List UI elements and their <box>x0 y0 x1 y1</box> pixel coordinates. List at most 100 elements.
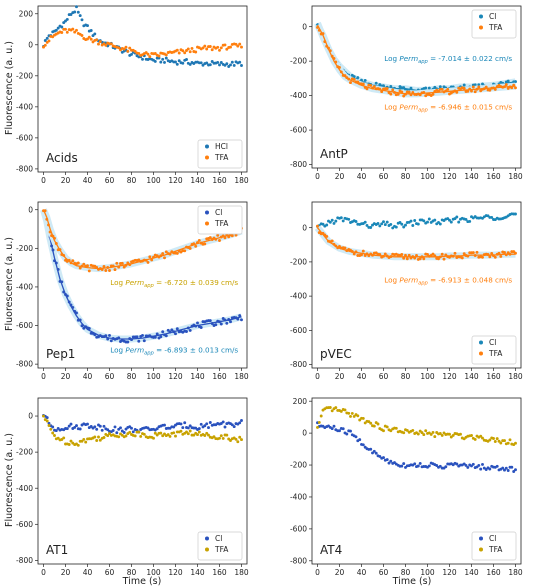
data-point <box>106 337 110 341</box>
data-point <box>148 255 152 259</box>
y-tick-label: -600 <box>16 321 33 330</box>
data-point <box>133 434 137 438</box>
data-point <box>418 461 422 465</box>
panel-antp: 0 20 40 60 80 100 120 140 160 180 -800 -600 -400 -200… <box>290 5 523 181</box>
data-point <box>203 424 207 428</box>
data-point <box>488 438 492 442</box>
x-tick-label: 20 <box>61 568 71 577</box>
data-point <box>339 70 343 74</box>
x-tick-label: 0 <box>315 172 320 181</box>
legend-box <box>197 205 243 235</box>
series-tfa <box>314 224 517 261</box>
data-point <box>495 464 499 468</box>
x-tick-label: 180 <box>508 372 523 381</box>
data-point <box>67 300 71 304</box>
data-point <box>413 462 417 466</box>
x-tick-label: 180 <box>234 176 249 185</box>
data-point <box>482 87 486 91</box>
data-point <box>194 244 198 248</box>
data-point <box>221 234 225 238</box>
data-point <box>188 246 192 250</box>
legend-label: TFA <box>488 545 503 554</box>
data-point <box>240 318 243 322</box>
data-point <box>137 430 141 434</box>
y-tick-label: 0 <box>28 412 33 421</box>
data-point <box>124 427 128 431</box>
x-tick-label: 120 <box>168 176 183 185</box>
data-point <box>137 339 141 343</box>
x-tick-label: 80 <box>127 372 137 381</box>
data-point <box>411 224 415 227</box>
data-point <box>199 326 203 329</box>
y-tick-label: -200 <box>16 71 33 80</box>
data-point <box>185 330 188 333</box>
data-point <box>236 440 240 444</box>
legend-marker <box>479 351 483 356</box>
data-point <box>86 24 89 28</box>
data-point <box>506 441 510 445</box>
data-point <box>514 468 517 472</box>
y-tick-label: -200 <box>290 57 307 66</box>
data-point <box>422 433 426 437</box>
data-point <box>196 241 199 245</box>
data-point <box>75 311 78 315</box>
data-point <box>514 86 517 90</box>
data-point <box>183 249 187 253</box>
legend-label: Cl <box>215 208 222 217</box>
data-point <box>229 63 232 67</box>
x-tick-label: 180 <box>234 372 249 381</box>
data-point <box>174 332 177 336</box>
data-point <box>389 429 393 433</box>
data-point <box>488 88 492 92</box>
data-point <box>104 334 108 338</box>
data-point <box>330 54 334 58</box>
data-point <box>113 268 117 272</box>
x-tick-label: 160 <box>486 172 501 181</box>
data-point <box>389 84 393 88</box>
data-point <box>512 83 516 87</box>
x-tick-label: 120 <box>168 568 183 577</box>
data-point <box>455 90 459 94</box>
data-point <box>75 424 78 428</box>
data-point <box>97 435 100 439</box>
data-point <box>328 220 332 224</box>
data-point <box>155 427 159 431</box>
data-point <box>137 51 141 55</box>
data-point <box>192 433 196 437</box>
data-point <box>232 425 236 429</box>
data-point <box>157 54 161 58</box>
data-point <box>398 221 402 224</box>
data-point <box>503 468 506 472</box>
data-point <box>45 416 49 420</box>
data-point <box>234 42 238 46</box>
data-point <box>225 433 229 437</box>
data-point <box>89 29 93 32</box>
data-point <box>120 261 124 265</box>
data-point <box>431 252 435 256</box>
x-tick-label: 120 <box>168 372 183 381</box>
data-point <box>486 253 490 256</box>
data-point <box>488 467 492 471</box>
data-point <box>67 443 71 446</box>
data-point <box>378 87 382 91</box>
data-point <box>510 465 514 469</box>
data-point <box>75 5 78 9</box>
data-point <box>199 422 203 426</box>
data-point <box>426 253 429 256</box>
data-point <box>238 314 242 318</box>
permeability-annotation: Log Permapp = -6.893 ± 0.013 cm/s <box>110 346 238 357</box>
data-point <box>492 254 495 258</box>
data-point <box>356 414 360 418</box>
data-point <box>383 252 387 256</box>
data-point <box>411 428 415 432</box>
x-tick-label: 140 <box>464 172 479 181</box>
data-point <box>219 422 223 425</box>
data-point <box>325 44 329 48</box>
data-point <box>150 258 154 262</box>
legend-label: Cl <box>489 534 496 543</box>
data-point <box>422 219 426 223</box>
data-point <box>338 65 341 69</box>
data-point <box>409 86 413 90</box>
data-point <box>219 322 223 326</box>
data-point <box>95 439 99 442</box>
